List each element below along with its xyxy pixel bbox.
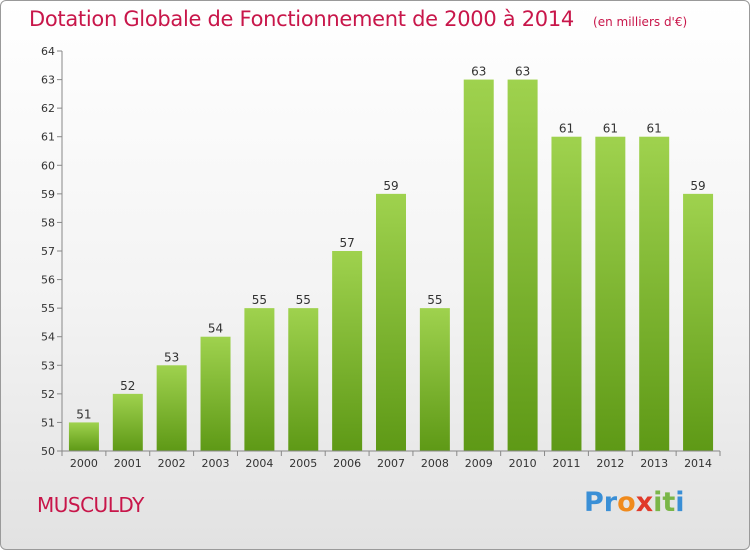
bar-2013 [639,136,670,451]
x-tick-label-2002: 2002 [158,457,186,470]
value-labels-group: 51 52 53 54 55 55 57 59 55 63 63 61 61 61 59 [76,65,705,422]
x-tick-label-2005: 2005 [289,457,317,470]
y-axis: 50 51 52 53 54 55 56 57 58 59 60 61 62 63 64 [41,45,63,458]
value-label-2013: 61 [647,122,662,136]
x-tick-label-2013: 2013 [640,457,668,470]
bar-2002 [156,365,187,451]
value-label-2008: 55 [427,293,442,307]
y-tick-label: 52 [41,388,55,401]
y-tick-label: 51 [41,416,55,429]
y-tick-label: 50 [41,445,55,458]
x-tick-label-2007: 2007 [377,457,405,470]
bar-2006 [332,251,363,451]
x-tick-label-2014: 2014 [684,457,712,470]
y-tick-label: 53 [41,359,55,372]
x-tick-label-2006: 2006 [333,457,361,470]
value-label-2003: 54 [208,322,223,336]
logo-letter: i [653,487,663,518]
value-label-2002: 53 [164,350,179,364]
y-tick-label: 64 [41,45,55,58]
proxiti-logo[interactable]: Proxiti [584,487,685,518]
x-tick-label-2001: 2001 [114,457,142,470]
chart-header: Dotation Globale de Fonctionnement de 20… [29,7,687,31]
chart-subtitle: (en milliers d'€) [593,15,688,29]
value-label-2001: 52 [120,379,135,393]
logo-letter: i [675,487,685,518]
bar-2012 [595,136,626,451]
value-label-2011: 61 [559,122,574,136]
x-tick-label-2011: 2011 [552,457,580,470]
chart-title: Dotation Globale de Fonctionnement de 20… [29,7,574,31]
bar-2004 [244,308,275,451]
value-label-2006: 57 [339,236,354,250]
logo-letter: P [584,487,604,518]
bar-2007 [376,193,406,451]
y-tick-label: 56 [41,274,55,287]
y-tick-label: 61 [41,131,55,144]
x-tick-label-2000: 2000 [70,457,98,470]
value-label-2007: 59 [383,179,398,193]
bars-group [68,79,714,452]
value-label-2009: 63 [471,65,486,79]
bar-2010 [507,79,538,452]
y-tick-label: 57 [41,245,55,258]
logo-letter: t [662,487,676,518]
place-name: MUSCULDY [37,493,144,517]
x-tick-label-2010: 2010 [509,457,537,470]
bar-2009 [463,79,494,452]
bar-2008 [419,308,450,451]
y-tick-label: 63 [41,74,55,87]
logo-letter: o [617,487,636,518]
x-tick-label-2003: 2003 [202,457,230,470]
logo-letter: r [603,487,618,518]
y-tick-label: 59 [41,188,55,201]
x-tick-label-2012: 2012 [596,457,624,470]
value-label-2012: 61 [603,122,618,136]
y-tick-label: 60 [41,159,55,172]
x-tick-label-2004: 2004 [245,457,273,470]
value-label-2005: 55 [296,293,311,307]
y-tick-label: 58 [41,216,55,229]
bar-2005 [288,308,319,451]
value-label-2014: 59 [690,179,705,193]
y-tick-label: 62 [41,102,55,115]
x-tick-label-2009: 2009 [465,457,493,470]
x-tick-label-2008: 2008 [421,457,449,470]
y-tick-label: 55 [41,302,55,315]
value-label-2004: 55 [252,293,267,307]
value-label-2010: 63 [515,65,530,79]
bar-2011 [551,136,582,451]
value-label-2000: 51 [76,407,91,421]
bar-2003 [200,336,231,451]
bar-2001 [112,393,143,451]
bar-2000 [68,422,99,451]
bar-2014 [683,193,714,451]
logo-letter: x [635,487,654,518]
y-tick-label: 54 [41,331,55,344]
x-axis: 2000 2001 2002 2003 2004 2005 2006 2007 2008 2009… [61,450,721,470]
